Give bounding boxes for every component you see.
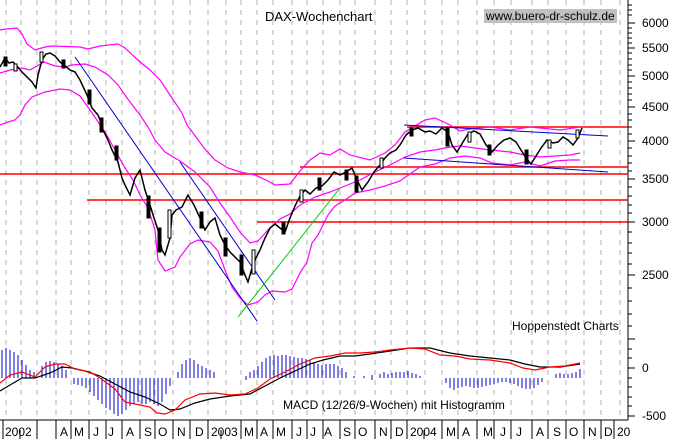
x-tick-label: J (310, 425, 316, 439)
x-tick-label: M (483, 425, 493, 439)
x-tick-label: O (358, 425, 368, 439)
y-tick-label: 5000 (642, 69, 669, 83)
x-tick-label: A (260, 425, 269, 439)
x-tick-label: J (108, 425, 114, 439)
x-tick-label: J (516, 425, 522, 439)
x-tick-label: M (446, 425, 456, 439)
x-tick-label: S (343, 425, 352, 439)
x-tick-label: J (500, 425, 506, 439)
macd-label: MACD (12/26/9-Wochen) mit Histogramm (283, 398, 505, 412)
y-tick-label: 4500 (642, 100, 669, 114)
y-tick-label: 2500 (642, 268, 669, 282)
x-tick-label: O (569, 425, 579, 439)
candlesticks (0, 51, 583, 285)
x-tick-label: N (177, 425, 186, 439)
x-tick-label: D (604, 425, 613, 439)
x-tick-label: S (553, 425, 562, 439)
y-tick-label: 0 (642, 361, 649, 375)
x-tick-label: M (276, 425, 286, 439)
x-tick-label: 2004 (410, 425, 437, 439)
x-tick-label: S (144, 425, 153, 439)
x-tick-label: A (462, 425, 471, 439)
source-label: Hoppenstedt Charts (512, 319, 619, 333)
x-tick-label: 2002 (5, 425, 32, 439)
x-tick-label: M (244, 425, 254, 439)
x-tick-label: A (60, 425, 69, 439)
x-tick-label: A (324, 425, 333, 439)
y-tick-label: 4000 (642, 134, 669, 148)
x-tick-label: 20 (617, 425, 631, 439)
macd-lines (0, 347, 581, 415)
grid-lines (5, 0, 621, 420)
x-tick-label: 2003 (211, 425, 238, 439)
support-resistance-lines (0, 126, 628, 223)
watermark-url: www.buero-dr-schulz.de (484, 9, 617, 23)
axes (0, 0, 635, 439)
chart-title: DAX-Wochenchart (265, 9, 373, 24)
x-tick-label: O (158, 425, 168, 439)
x-tick-label: N (379, 425, 388, 439)
y-tick-label: -500 (642, 409, 667, 423)
y-tick-label: 3500 (642, 172, 669, 186)
x-tick-label: J (296, 425, 302, 439)
x-tick-label: J (93, 425, 99, 439)
trend-lines (74, 56, 609, 322)
x-tick-label: A (126, 425, 135, 439)
x-tick-label: A (536, 425, 545, 439)
x-tick-label: M (74, 425, 84, 439)
x-tick-label: N (588, 425, 597, 439)
y-tick-label: 5500 (642, 41, 669, 55)
y-tick-label: 6000 (642, 16, 669, 30)
x-tick-label: D (395, 425, 404, 439)
y-tick-label: 3000 (642, 215, 669, 229)
x-tick-label: D (195, 425, 204, 439)
